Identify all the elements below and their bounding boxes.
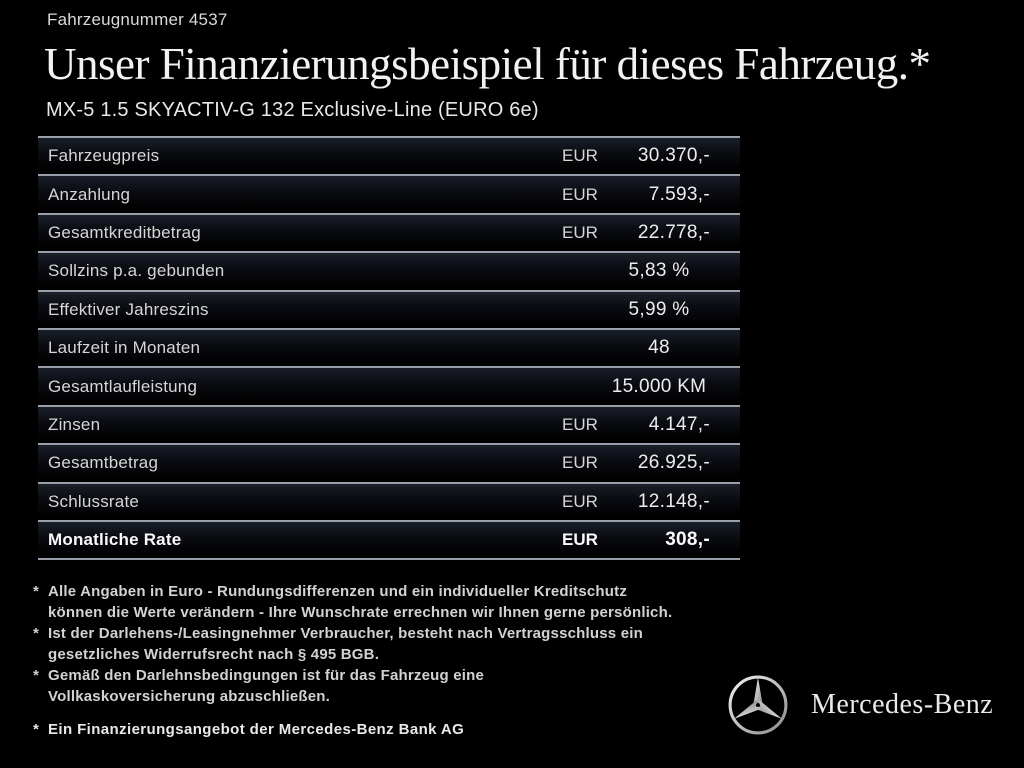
footnote-rounding: * Alle Angaben in Euro - Rundungsdiffere… — [33, 581, 753, 623]
table-row: Sollzins p.a. gebunden 5,83 % — [38, 253, 740, 290]
table-row: Effektiver Jahreszins 5,99 % — [38, 291, 740, 328]
row-value-cell: 5,83 % — [556, 260, 740, 282]
row-value-cell: 48 — [556, 337, 740, 359]
footnote-line: Alle Angaben in Euro - Rundungsdifferenz… — [48, 583, 628, 600]
row-label: Anzahlung — [48, 184, 131, 204]
table-divider — [38, 327, 740, 330]
row-label: Gesamtlaufleistung — [48, 376, 198, 396]
table-divider — [38, 481, 740, 484]
row-label: Sollzins p.a. gebunden — [48, 261, 225, 281]
table-divider — [38, 404, 740, 407]
table-row: Gesamtkreditbetrag EUR 22.778,- — [38, 214, 740, 252]
currency-label: EUR — [562, 146, 598, 166]
table-row: Anzahlung EUR 7.593,- — [38, 176, 740, 213]
asterisk-marker: * — [33, 667, 40, 684]
table-row: Laufzeit in Monaten 48 — [38, 329, 740, 367]
brand-name: Mercedes-Benz — [811, 689, 994, 720]
currency-label: EUR — [562, 491, 598, 511]
row-value: 4.147,- — [648, 413, 710, 435]
table-divider — [38, 174, 740, 177]
row-label: Laufzeit in Monaten — [48, 338, 201, 358]
footnote-line: können die Werte verändern - Ihre Wunsch… — [48, 604, 673, 621]
vehicle-number: Fahrzeugnummer 4537 — [47, 10, 228, 29]
row-value: 15.000 KM — [611, 375, 707, 397]
offer-note-text: Ein Finanzierungsangebot der Mercedes-Be… — [48, 721, 465, 738]
footnote-line: Vollkaskoversicherung abzuschließen. — [48, 688, 331, 705]
table-divider — [38, 136, 740, 138]
currency-label: EUR — [562, 453, 598, 473]
row-value: 308,- — [665, 529, 710, 551]
table-divider — [38, 443, 740, 446]
vehicle-model: MX-5 1.5 SKYACTIV-G 132 Exclusive-Line (… — [46, 99, 539, 121]
row-value-cell: 5,99 % — [556, 299, 740, 321]
row-value-cell: EUR 22.778,- — [556, 222, 740, 244]
financing-table: Fahrzeugpreis EUR 30.370,- Anzahlung EUR… — [38, 136, 740, 561]
row-value: 5,99 % — [628, 298, 690, 320]
row-value: 26.925,- — [637, 452, 710, 474]
row-value: 7.593,- — [648, 183, 710, 205]
footnote-withdrawal-right: * Ist der Darlehens-/Leasingnehmer Verbr… — [33, 623, 753, 665]
footnote-line: Ist der Darlehens-/Leasingnehmer Verbrau… — [48, 625, 643, 642]
asterisk-marker: * — [33, 583, 40, 600]
asterisk-marker: * — [33, 625, 40, 642]
row-value-cell: 15.000 KM — [556, 376, 740, 398]
table-row: Gesamtbetrag EUR 26.925,- — [38, 445, 740, 482]
table-divider — [38, 212, 740, 215]
currency-label: EUR — [562, 222, 598, 242]
mercedes-benz-logo: Mercedes-Benz — [727, 674, 993, 736]
row-value-cell: EUR 26.925,- — [556, 452, 740, 474]
row-value: 5,83 % — [628, 260, 690, 282]
footnote-line: gesetzliches Widerrufsrecht nach § 495 B… — [48, 646, 380, 663]
row-label: Gesamtkreditbetrag — [48, 222, 201, 242]
table-divider — [38, 289, 740, 292]
financing-offer-note: * Ein Finanzierungsangebot der Mercedes-… — [33, 719, 753, 740]
table-divider — [38, 366, 740, 369]
footnote-line: Gemäß den Darlehnsbedingungen ist für da… — [48, 667, 485, 684]
row-value-cell: EUR 4.147,- — [556, 414, 740, 436]
row-label: Zinsen — [48, 414, 101, 434]
mercedes-star-icon — [728, 675, 788, 735]
table-divider — [38, 251, 740, 254]
page-title: Unser Finanzierungsbeispiel für dieses F… — [44, 39, 931, 89]
row-value-cell: EUR 30.370,- — [556, 145, 740, 167]
row-value-cell: EUR 7.593,- — [556, 184, 740, 206]
row-value: 48 — [648, 337, 670, 359]
currency-label: EUR — [562, 184, 598, 204]
row-label: Fahrzeugpreis — [48, 146, 160, 166]
row-value: 22.778,- — [637, 221, 710, 243]
table-row-monthly-rate: Monatliche Rate EUR 308,- — [38, 521, 740, 559]
table-divider — [38, 558, 740, 561]
currency-label: EUR — [562, 414, 598, 434]
row-value-cell: EUR 308,- — [556, 529, 740, 551]
asterisk-marker: * — [33, 721, 40, 738]
row-value: 30.370,- — [637, 145, 710, 167]
table-row: Gesamtlaufleistung 15.000 KM — [38, 368, 740, 405]
row-label: Gesamtbetrag — [48, 453, 159, 473]
row-label: Schlussrate — [48, 491, 140, 511]
row-label: Monatliche Rate — [48, 530, 182, 550]
footnote-insurance: * Gemäß den Darlehnsbedingungen ist für … — [33, 665, 753, 707]
table-row: Schlussrate EUR 12.148,- — [38, 483, 740, 520]
table-row: Fahrzeugpreis EUR 30.370,- — [38, 138, 740, 175]
currency-label: EUR — [562, 530, 598, 550]
row-label: Effektiver Jahreszins — [48, 299, 209, 319]
row-value-cell: EUR 12.148,- — [556, 491, 740, 513]
footnotes: * Alle Angaben in Euro - Rundungsdiffere… — [33, 581, 753, 740]
row-value: 12.148,- — [637, 490, 710, 512]
table-row: Zinsen EUR 4.147,- — [38, 406, 740, 444]
table-divider — [38, 519, 740, 522]
